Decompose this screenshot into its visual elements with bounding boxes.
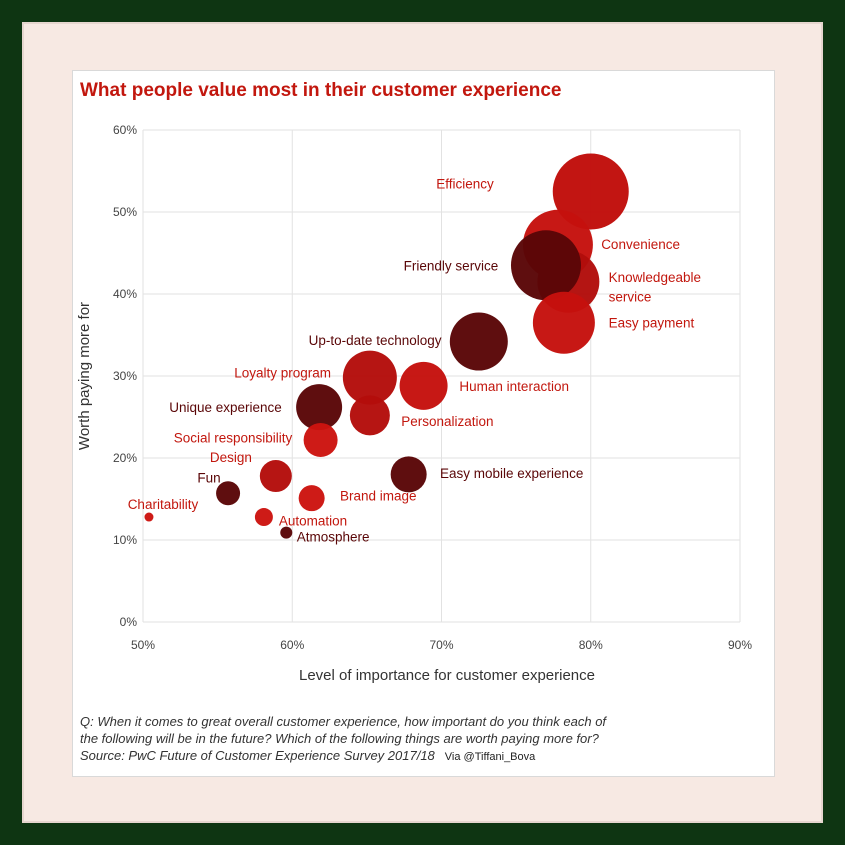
bubble [342, 350, 397, 405]
bubble [296, 384, 343, 431]
y-tick-label: 10% [113, 533, 137, 547]
point-label: Loyalty program [234, 366, 331, 381]
point-label: Knowledgeable [609, 270, 701, 285]
footnote-via: Via @Tiffani_Bova [444, 751, 536, 763]
point-label: Friendly service [404, 258, 499, 273]
chart-card [72, 70, 775, 777]
point-label: Unique experience [169, 400, 282, 415]
x-tick-label: 70% [429, 638, 453, 652]
point-label: service [609, 289, 652, 304]
y-tick-label: 50% [113, 205, 137, 219]
bubble [144, 512, 154, 522]
point-label: Charitability [128, 497, 199, 512]
point-label: Design [210, 450, 252, 465]
bubble [303, 422, 338, 457]
bubble [216, 481, 241, 506]
bubble [449, 312, 508, 371]
bubble [254, 508, 273, 527]
bubble [349, 395, 390, 436]
footnote-question-line-1: Q: When it comes to great overall custom… [80, 714, 607, 729]
x-tick-label: 60% [280, 638, 304, 652]
bubble [390, 456, 427, 493]
y-tick-label: 0% [120, 615, 138, 629]
x-tick-label: 80% [579, 638, 603, 652]
point-label: Easy payment [609, 316, 695, 331]
y-tick-label: 20% [113, 451, 137, 465]
x-axis-label: Level of importance for customer experie… [299, 667, 595, 684]
footnote-source: Source: PwC Future of Customer Experienc… [80, 748, 435, 763]
x-tick-label: 50% [131, 638, 155, 652]
point-label: Brand image [340, 489, 417, 504]
axis-ticks: 0% 10% 20% 30% 40% 50% 60% 50% 60% 70% 80% 90% [113, 123, 752, 652]
bubble [510, 230, 581, 301]
y-tick-label: 40% [113, 287, 137, 301]
point-label: Automation [279, 513, 347, 528]
bubble [532, 291, 595, 354]
point-label: Human interaction [459, 379, 569, 394]
bubble [280, 526, 293, 539]
point-label: Easy mobile experience [440, 466, 583, 481]
point-label: Fun [197, 471, 220, 486]
point-label: Atmosphere [297, 530, 370, 545]
x-tick-label: 90% [728, 638, 752, 652]
point-label: Personalization [401, 414, 493, 429]
bubble [298, 485, 325, 512]
point-label: Social responsibility [174, 431, 293, 446]
chart-title: What people value most in their customer… [80, 80, 562, 101]
y-tick-label: 60% [113, 123, 137, 137]
footnote: Q: When it comes to great overall custom… [80, 713, 720, 766]
bubble [552, 153, 629, 230]
point-label: Convenience [601, 237, 680, 252]
point-label: Efficiency [436, 176, 494, 191]
bubble-series [144, 153, 629, 539]
y-tick-label: 30% [113, 369, 137, 383]
point-label: Up-to-date technology [309, 333, 442, 348]
point-labels: Efficiency Convenience Knowledgeable servic… [128, 176, 701, 544]
y-axis-label: Worth paying more for [76, 302, 93, 450]
footnote-question-line-2: the following will be in the future? Whi… [80, 731, 599, 746]
bubble [399, 361, 448, 410]
footnote-source-line: Source: PwC Future of Customer Experienc… [80, 747, 720, 766]
bubble [259, 460, 292, 493]
